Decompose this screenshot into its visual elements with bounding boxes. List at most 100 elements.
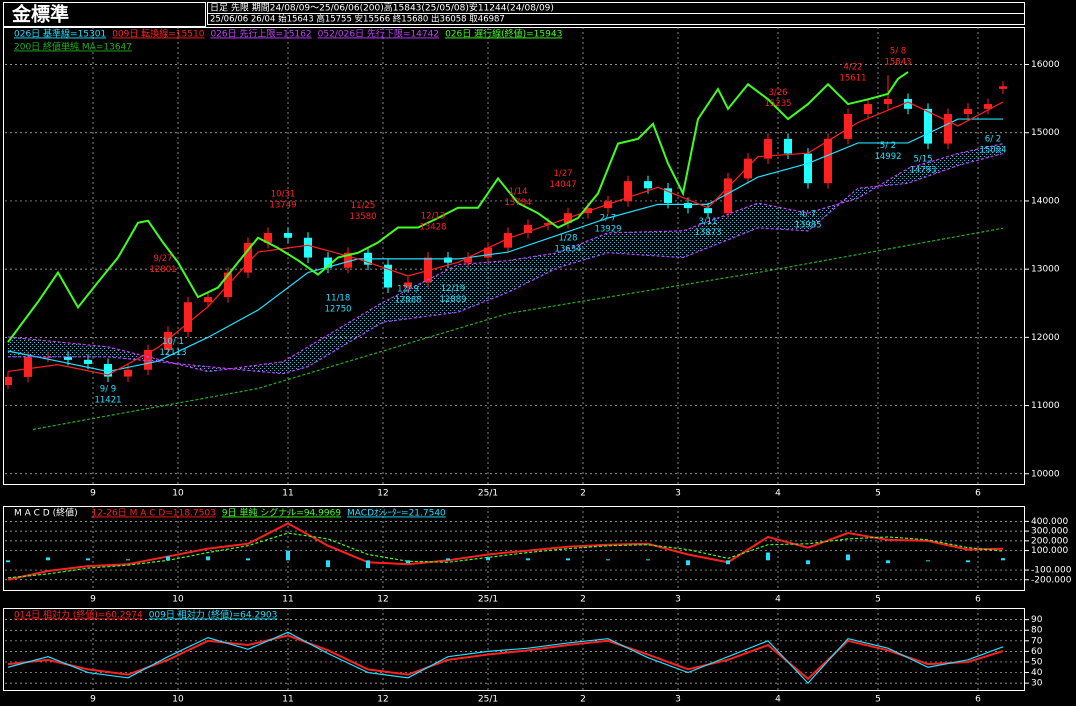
y-tick-label: -100.000: [1031, 566, 1072, 576]
y-tick-label: 16000: [1031, 60, 1060, 70]
y-tick-label: 10000: [1031, 469, 1060, 479]
x-tick-label: 4: [775, 695, 781, 705]
candle-body: [724, 178, 732, 214]
annotation-value: 13929: [594, 224, 621, 234]
annotation-date: 12/19: [441, 284, 466, 294]
y-tick-label: 40: [1031, 668, 1043, 678]
candle-body: [684, 202, 692, 209]
candle-body: [624, 181, 632, 202]
oscillator-bar: [366, 560, 370, 569]
x-tick-label: 25/1: [478, 695, 498, 705]
info-box: [207, 13, 1025, 25]
candle-body: [264, 232, 272, 243]
annotation-value: 12113: [159, 348, 186, 358]
annotation-date: 5/15: [913, 154, 932, 164]
series-line: [8, 152, 1004, 375]
annotation-date: 4/ 7: [800, 209, 816, 219]
plot-area: [5, 506, 1025, 590]
candle-body: [544, 223, 552, 225]
x-tick-label: 6: [975, 595, 981, 605]
series-line: [7, 631, 1004, 685]
x-tick-label: 9: [90, 489, 96, 499]
candle-body: [904, 98, 912, 109]
y-tick-label: 90: [1031, 615, 1043, 625]
oscillator-bar: [766, 552, 770, 561]
x-tick-label: 2: [580, 695, 586, 705]
x-tick-label: 6: [975, 695, 981, 705]
x-tick-label: 10: [172, 489, 184, 499]
annotation-date: 6/ 2: [985, 134, 1001, 144]
y-tick-label: 30: [1031, 679, 1043, 689]
y-tick-label: -200.000: [1031, 575, 1072, 585]
candle-body: [964, 108, 972, 114]
page-title: 金標準: [11, 3, 69, 26]
oscillator-bar: [566, 558, 570, 561]
annotation-date: 2/ 7: [600, 213, 616, 223]
series-line: [7, 634, 1004, 681]
legend-entry: 052/026日 先行下限=14742: [318, 28, 439, 40]
y-tick-label: 12000: [1031, 333, 1060, 343]
candle-body: [844, 113, 852, 139]
x-tick-label: 9: [90, 695, 96, 705]
oscillator-bar: [966, 560, 970, 563]
annotation-date: 1/27: [553, 169, 572, 179]
candle-body: [464, 257, 472, 263]
annotation-value: 12801: [149, 265, 176, 275]
oscillator-bar: [886, 560, 890, 564]
legend-entry: 026日 遅行線(終値)=15943: [445, 28, 562, 40]
candle-body: [24, 356, 32, 377]
annotation-value: 13873: [694, 228, 721, 238]
y-tick-label: 11000: [1031, 401, 1060, 411]
x-tick-label: 4: [775, 489, 781, 499]
candle-body: [644, 181, 652, 189]
annotation-date: 5/ 8: [890, 47, 906, 57]
y-tick-label: 400.000: [1031, 517, 1068, 527]
legend-entry: 12-26日 M A C D=118.7503: [92, 508, 216, 519]
y-tick-label: 300.000: [1031, 527, 1068, 537]
candle-body: [124, 369, 132, 377]
oscillator-bar: [446, 558, 450, 561]
legend-entry: 200日 終値単純 MA=13647: [14, 41, 132, 53]
annotation-value: 15084: [979, 145, 1006, 155]
oscillator-bar: [926, 560, 930, 562]
annotation-value: 13784: [504, 198, 531, 208]
candle-body: [184, 302, 192, 332]
x-tick-label: 6: [975, 489, 981, 499]
candle-body: [64, 356, 72, 360]
annotation-value: 14992: [874, 152, 901, 162]
annotation-value: 13580: [349, 212, 376, 222]
annotation-value: 15843: [884, 58, 911, 68]
oscillator-bar: [206, 556, 210, 561]
series-line: [7, 143, 1004, 373]
oscillator-bar: [86, 558, 90, 561]
annotation-date: 5/ 2: [880, 141, 896, 151]
annotation-value: 12750: [324, 305, 351, 315]
x-tick-label: 12: [377, 695, 388, 705]
y-tick-label: 100.000: [1031, 546, 1068, 556]
legend-entry: 026日 先行上限=15162: [210, 28, 311, 40]
plot-area: [5, 27, 1025, 484]
annotation-value: 14047: [549, 180, 576, 190]
annotation-date: 1/28: [558, 233, 577, 243]
candle-body: [824, 138, 832, 184]
oscillator-bar: [46, 557, 50, 561]
candle-body: [244, 242, 252, 273]
oscillator-bar: [406, 560, 410, 564]
oscillator-bar: [286, 550, 290, 561]
title-box: [3, 2, 206, 27]
candle-body: [324, 257, 332, 268]
x-tick-label: 2: [580, 489, 586, 499]
x-tick-label: 11: [282, 489, 293, 499]
candle-body: [944, 113, 952, 144]
candle-body: [204, 297, 212, 303]
x-tick-label: 9: [90, 595, 96, 605]
x-tick-label: 11: [282, 695, 293, 705]
annotation-value: 11421: [94, 395, 121, 405]
legend-entry: 026日 基準線=15301: [14, 28, 106, 40]
legend-entry: MACDｵｼﾚｰﾀｰ=21.7540: [347, 508, 446, 519]
legend-entry: 009日 転換線=15510: [112, 28, 204, 40]
latest-info: 25/06/06 26/04 始15643 高15755 安15566 終156…: [210, 14, 505, 25]
x-tick-label: 5: [875, 489, 881, 499]
